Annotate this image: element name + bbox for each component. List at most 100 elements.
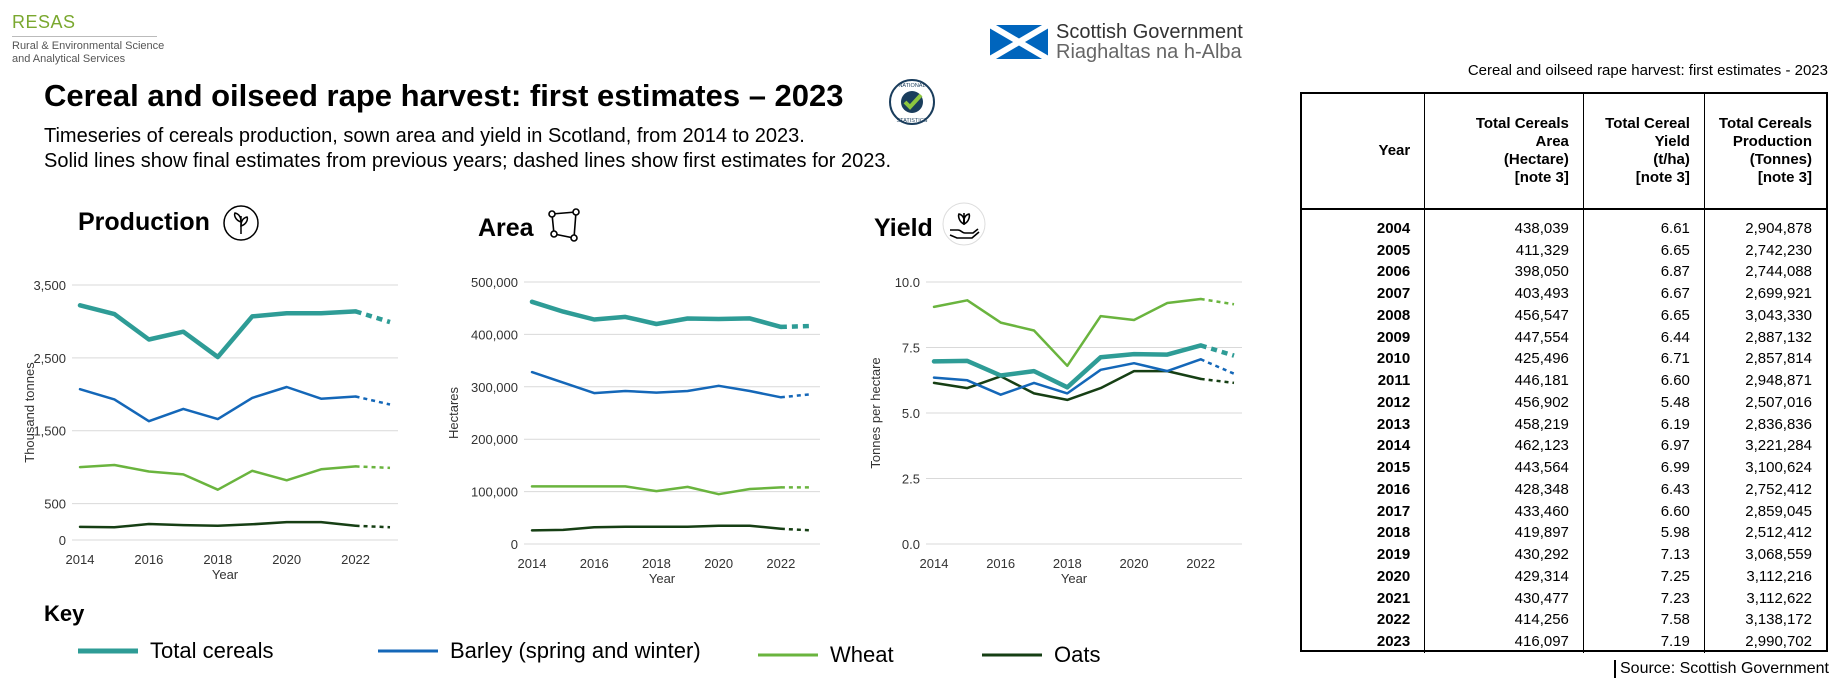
- key-title: Key: [44, 601, 85, 626]
- table-cell: 2,699,921: [1703, 283, 1826, 305]
- x-axis-label: Year: [649, 571, 676, 586]
- table-header-line: Total Cereals: [1475, 115, 1569, 132]
- table-cell: 458,219: [1424, 413, 1584, 436]
- table-row: 2019 430,292 7.13 3,068,559: [1302, 544, 1826, 566]
- table-cell: 6.44: [1582, 326, 1705, 349]
- table-cell: 6.61: [1582, 209, 1705, 240]
- key-label-total-cereals: Total cereals: [150, 638, 274, 663]
- table-header-row: Year Total Cereals Area (Hectare) [note 3] To…: [1302, 94, 1826, 210]
- table-cell: 3,043,330: [1703, 305, 1826, 327]
- gov-name-gaelic: Riaghaltas na h-Alba: [1056, 41, 1242, 63]
- table-cell: 2007: [1376, 285, 1411, 303]
- table-row: 2013 458,219 6.19 2,836,836: [1302, 413, 1826, 436]
- table-row: 2022 414,256 7.58 3,138,172: [1302, 609, 1826, 632]
- table-cell: 2015: [1376, 459, 1411, 477]
- table-cell: 6.60: [1582, 370, 1705, 392]
- table-cell: 430,292: [1424, 544, 1584, 566]
- y-tick-label: 2.5: [902, 472, 920, 487]
- series-estimate-total: [780, 323, 813, 330]
- series-line-barley: [78, 385, 357, 423]
- table-row: 2008 456,547 6.65 3,043,330: [1302, 305, 1826, 327]
- table-row: 2023 416,097 7.19 2,990,702: [1302, 631, 1826, 653]
- table-cell: 2010: [1376, 350, 1411, 368]
- x-tick-label: 2014: [920, 556, 949, 571]
- table-cell: 2006: [1376, 263, 1411, 281]
- table-cell: 456,547: [1424, 305, 1584, 327]
- table-cell: 411,329: [1424, 239, 1584, 262]
- series-line-total: [931, 343, 1203, 390]
- series-estimate-oats: [355, 524, 391, 529]
- table-header-line: (t/ha): [1653, 151, 1690, 168]
- page-subtitle: Timeseries of cereals production, sown a…: [44, 124, 891, 174]
- table-cell: 433,460: [1424, 500, 1584, 523]
- table-cell: 2008: [1376, 306, 1411, 324]
- badge-text-1: NATIONAL: [898, 83, 925, 89]
- x-axis-label: Year: [212, 567, 239, 582]
- table-cell: 3,112,216: [1703, 566, 1826, 588]
- table-cell: 6.99: [1582, 457, 1705, 479]
- table-row: 2014 462,123 6.97 3,221,284: [1302, 435, 1826, 458]
- series-line-oats: [530, 524, 783, 532]
- hand-plant-icon: [942, 202, 986, 246]
- table-header-line: Yield: [1654, 133, 1690, 150]
- series-line-barley: [530, 370, 783, 399]
- key-item-wheat: Wheat: [758, 642, 894, 668]
- scottish-government-logo: Scottish Government Riaghaltas na h-Alba: [990, 22, 1243, 62]
- saltire-flag-icon: [990, 25, 1048, 59]
- key-item-barley: Barley (spring and winter): [378, 638, 701, 664]
- table-row: 2011 446,181 6.60 2,948,871: [1302, 370, 1826, 392]
- table-cell: 2018: [1376, 524, 1411, 542]
- yield-chart-title: Yield: [874, 214, 933, 242]
- series-line-wheat: [530, 485, 783, 496]
- y-tick-label: 3,500: [33, 278, 66, 293]
- table-cell: 2019: [1376, 546, 1411, 564]
- table-header-line: Production: [1732, 133, 1812, 150]
- y-axis-label: Hectares: [446, 386, 461, 439]
- key-item-oats: Oats: [982, 642, 1100, 668]
- table-cell: 6.87: [1582, 261, 1705, 284]
- table-cell: 425,496: [1424, 348, 1584, 371]
- table-cell: 2,744,088: [1703, 261, 1826, 284]
- table-cell: 7.23: [1582, 587, 1705, 610]
- table-cell: 2016: [1376, 480, 1411, 498]
- table-cell: 2013: [1376, 415, 1411, 433]
- x-tick-label: 2016: [580, 556, 609, 571]
- production-chart-title: Production: [78, 208, 210, 236]
- table-cell: 3,100,624: [1703, 457, 1826, 479]
- table-cell: 2,752,412: [1703, 479, 1826, 501]
- table-cell: 6.43: [1582, 479, 1705, 501]
- series-estimate-total: [354, 309, 391, 325]
- table-cell: 443,564: [1424, 457, 1584, 479]
- y-tick-label: 0: [59, 533, 66, 548]
- table-body: 2004 438,039 6.61 2,904,878 2005 411,329 6.65 2…: [1302, 209, 1826, 653]
- data-table: Year Total Cereals Area (Hectare) [note 3] To…: [1302, 94, 1826, 653]
- table-cell: 6.60: [1582, 500, 1705, 523]
- table-row: 2005 411,329 6.65 2,742,230: [1302, 239, 1826, 262]
- key-item-total-cereals: Total cereals: [78, 638, 274, 664]
- table-cell: 6.65: [1582, 239, 1705, 262]
- series-estimate-wheat: [1200, 297, 1235, 306]
- table-header-line: (Hectare): [1503, 151, 1569, 168]
- table-row: 2009 447,554 6.44 2,887,132: [1302, 326, 1826, 349]
- x-tick-label: 2014: [518, 556, 547, 571]
- y-tick-label: 300,000: [471, 380, 518, 395]
- resas-logo: RESAS Rural & Environmental Science and …: [12, 12, 164, 66]
- table-cell: 3,112,622: [1703, 587, 1826, 610]
- table-cell: 428,348: [1424, 479, 1584, 501]
- sprout-icon: [223, 205, 259, 241]
- series-estimate-wheat: [355, 465, 391, 470]
- table-header-1: Total Cereals Area (Hectare) [note 3]: [1424, 94, 1584, 210]
- table-cell: 2020: [1376, 567, 1411, 585]
- key-label-oats: Oats: [1054, 642, 1101, 667]
- key-swatch-oats: [982, 653, 1042, 657]
- table-header-line: [note 3]: [1514, 169, 1569, 186]
- area-chart-title: Area: [478, 214, 534, 242]
- series-line-wheat: [932, 297, 1202, 368]
- resas-sub-1: Rural & Environmental Science: [12, 40, 165, 52]
- table-row: 2012 456,902 5.48 2,507,016: [1302, 392, 1826, 414]
- table-row: 2016 428,348 6.43 2,752,412: [1302, 479, 1826, 501]
- x-tick-label: 2022: [341, 552, 370, 567]
- series-estimate-oats: [1200, 377, 1235, 385]
- y-tick-label: 400,000: [471, 327, 518, 342]
- table-cell: 429,314: [1424, 566, 1584, 588]
